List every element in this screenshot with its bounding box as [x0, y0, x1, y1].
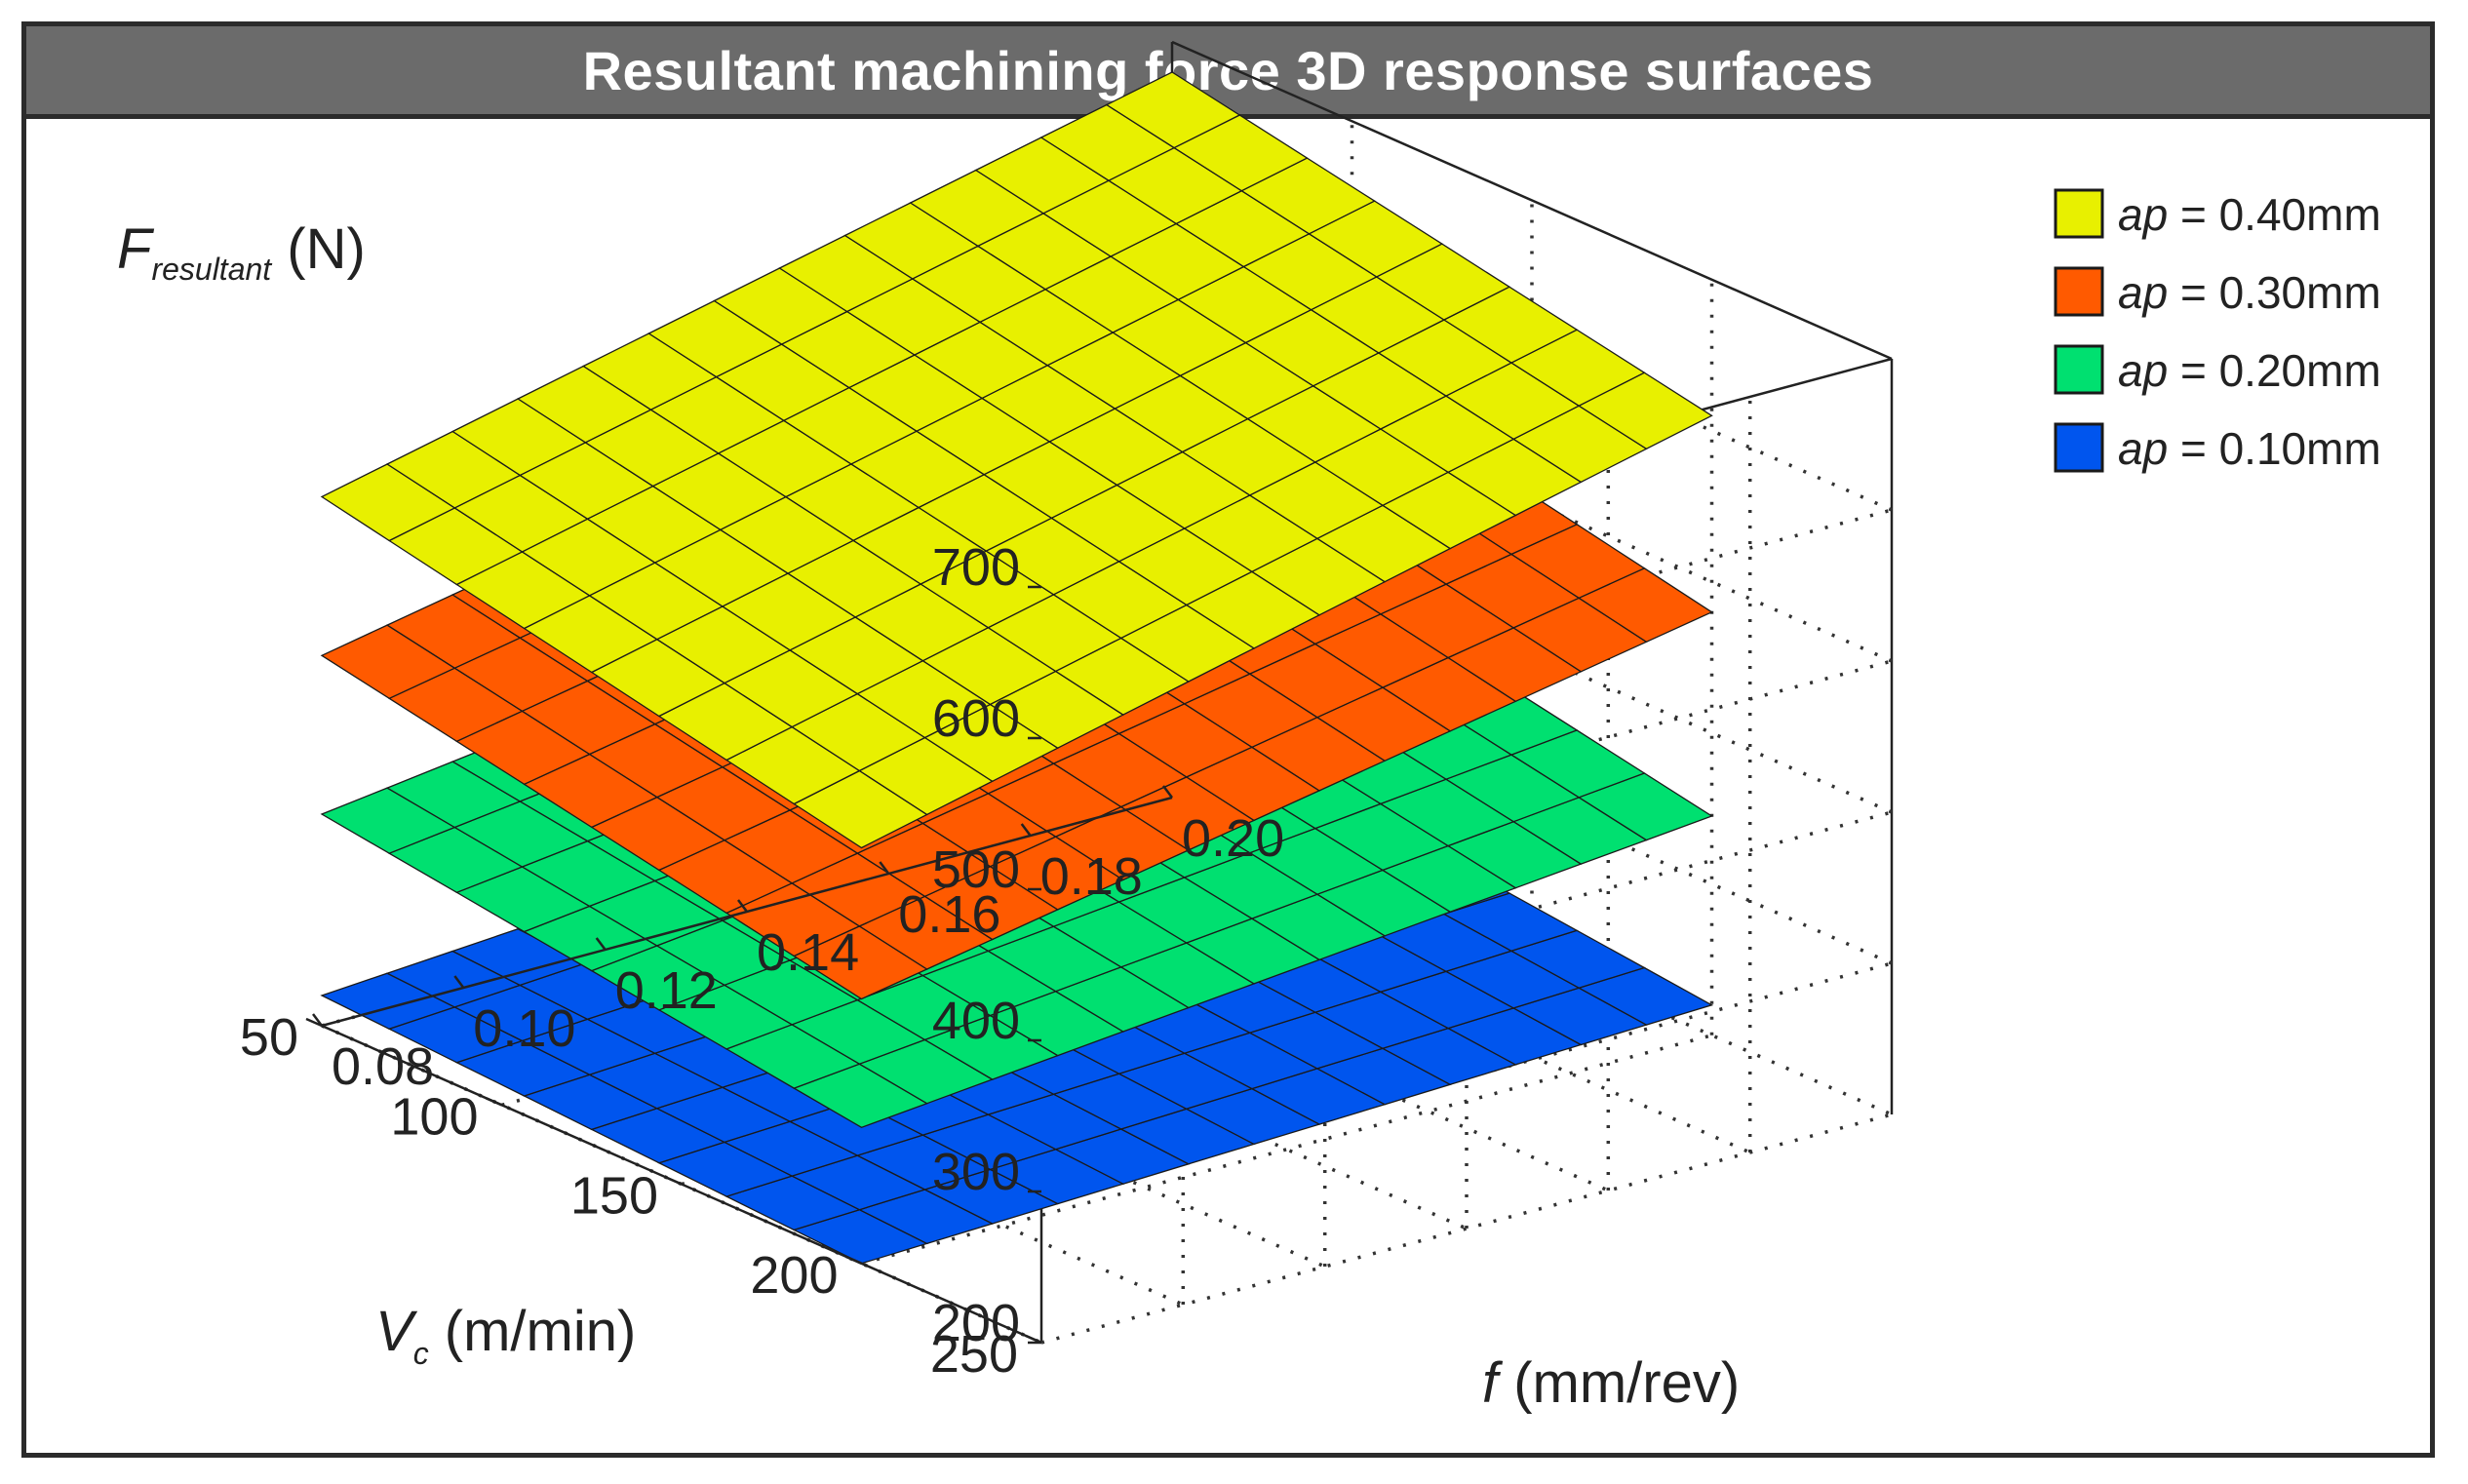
- z-tick-label: 600: [932, 689, 1020, 748]
- x-tick-label: 0.14: [757, 923, 859, 982]
- legend-swatch: [2054, 422, 2104, 473]
- legend-label: ap = 0.40mm: [2118, 189, 2381, 240]
- x-tick-mark-5: [1020, 823, 1032, 837]
- y-tick-mark-1: [485, 1097, 503, 1107]
- y-tick-mark-3: [844, 1255, 863, 1265]
- y-axis-label: Vc (m/min): [375, 1300, 636, 1371]
- x-tick-mark-0: [312, 1013, 323, 1027]
- grid-y-floor-3: [861, 1034, 1712, 1266]
- z-tick-label: 400: [932, 992, 1020, 1050]
- x-axis-label: f (mm/rev): [1482, 1351, 1740, 1415]
- y-tick-mark-4: [1025, 1334, 1042, 1345]
- y-tick-label: 100: [390, 1087, 478, 1146]
- surfaces: [320, 71, 1714, 1265]
- surface-0.40: [320, 71, 1713, 849]
- z-tick-label: 500: [932, 840, 1020, 899]
- x-tick-label: 0.12: [615, 961, 718, 1020]
- y-tick-mark-0: [305, 1017, 323, 1028]
- legend-item: ap = 0.30mm: [2054, 266, 2381, 318]
- x-tick-label: 0.18: [1040, 847, 1143, 906]
- y-tick-label: 200: [750, 1246, 838, 1305]
- y-tick-label: 150: [570, 1167, 658, 1226]
- x-tick-mark-3: [737, 899, 748, 913]
- grid-z-4: [1040, 508, 1893, 740]
- title-bar: Resultant machining force 3D response su…: [26, 26, 2430, 119]
- surface-cell: [1105, 71, 1241, 149]
- x-tick-label: 0.20: [1182, 809, 1284, 868]
- x-tick-label: 0.08: [332, 1037, 434, 1096]
- legend-swatch: [2054, 188, 2104, 239]
- z-tick-label: 700: [932, 538, 1020, 597]
- legend-swatch: [2054, 344, 2104, 395]
- x-tick-mark-2: [595, 937, 607, 951]
- x-tick-label: 0.10: [473, 999, 575, 1058]
- legend: ap = 0.40mm ap = 0.30mm ap = 0.20mm ap = 0.…: [2054, 188, 2381, 474]
- grid-y-floor-4: [1040, 1113, 1893, 1345]
- legend-item: ap = 0.10mm: [2054, 422, 2381, 474]
- tick-labels: 200300400500600700501001502002500.080.10…: [240, 538, 1284, 1384]
- z-tick-label: 200: [932, 1294, 1020, 1352]
- x-tick-mark-1: [453, 975, 465, 989]
- z-tick-label: 300: [932, 1143, 1020, 1201]
- x-tick-label: 0.16: [898, 885, 1000, 944]
- y-tick-mark-2: [665, 1176, 683, 1186]
- legend-label: ap = 0.30mm: [2118, 267, 2381, 318]
- legend-label: ap = 0.20mm: [2118, 345, 2381, 396]
- legend-swatch: [2054, 266, 2104, 317]
- box-top-right-edge: [1171, 40, 1893, 361]
- z-axis-label: Fresultant (N): [117, 217, 366, 287]
- legend-label: ap = 0.10mm: [2118, 423, 2381, 474]
- legend-item: ap = 0.20mm: [2054, 344, 2381, 396]
- x-tick-mark-6: [1162, 785, 1173, 799]
- y-tick-label: 250: [930, 1325, 1018, 1384]
- x-tick-mark-4: [879, 861, 890, 875]
- chart-title: Resultant machining force 3D response su…: [582, 39, 1874, 101]
- legend-item: ap = 0.40mm: [2054, 188, 2381, 240]
- grid-z-2: [1040, 810, 1893, 1042]
- y-tick-label: 50: [240, 1008, 298, 1067]
- grid-z-1: [1040, 961, 1893, 1193]
